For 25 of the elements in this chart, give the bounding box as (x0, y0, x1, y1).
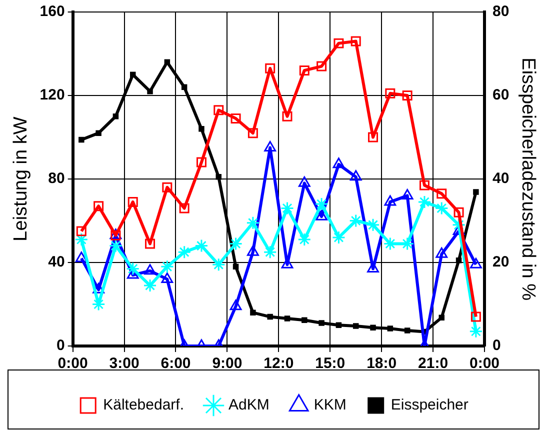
x-tick-label: 3:00 (109, 355, 140, 372)
x-tick-label: 21:0 (418, 355, 448, 372)
y2-tick-label: 20 (492, 254, 510, 271)
legend-label: Eisspeicher (390, 396, 468, 414)
y-axis-title: Leistung in kW (10, 116, 32, 242)
x-tick-label: 0:00 (58, 355, 88, 372)
x-tick-label: 6:00 (160, 355, 191, 372)
x-tick-label: 15:0 (315, 355, 346, 372)
y2-tick-label: 80 (492, 3, 510, 20)
y-tick-label: 40 (48, 254, 65, 271)
legend-label: Kältebedarf. (103, 396, 184, 414)
legend-label: AdKM (228, 396, 270, 414)
y2-tick-label: 60 (492, 86, 510, 104)
y-tick-label: 160 (40, 3, 65, 20)
x-tick-label: 12:0 (264, 355, 294, 372)
x-tick-label: 18:0 (366, 355, 397, 372)
y-tick-label: 120 (40, 86, 65, 104)
y2-tick-label: 0 (492, 337, 501, 354)
y-tick-label: 80 (48, 170, 65, 188)
legend-label: KKM (314, 396, 346, 414)
x-tick-label: 9:00 (212, 355, 242, 372)
y2-tick-label: 40 (492, 170, 510, 188)
y2-axis-title: Eisspeicherladezustand in % (517, 58, 538, 301)
x-tick-label: 0:00 (470, 355, 500, 372)
y-tick-label: 0 (56, 337, 65, 354)
